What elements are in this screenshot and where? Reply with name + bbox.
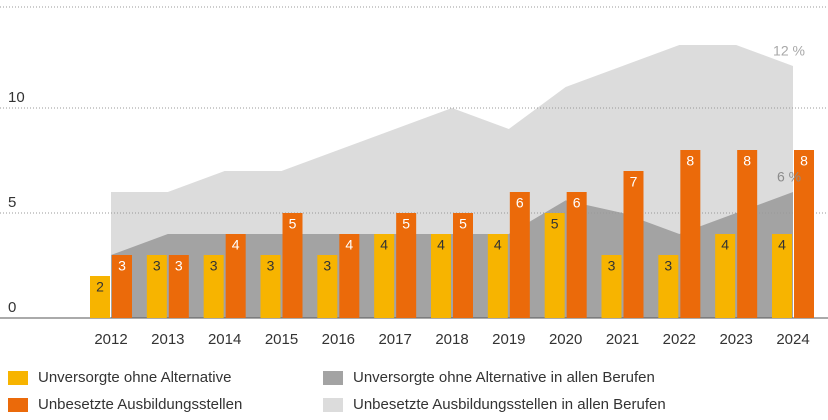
x-tick-label: 2014 bbox=[208, 331, 241, 348]
bar-value-label: 8 bbox=[686, 153, 694, 169]
legend-swatch bbox=[323, 371, 343, 385]
bar-value-label: 6 bbox=[573, 195, 581, 211]
bar bbox=[658, 255, 679, 318]
bar-value-label: 6 bbox=[516, 195, 524, 211]
x-tick-label: 2016 bbox=[322, 331, 355, 348]
bar bbox=[794, 150, 814, 318]
bar bbox=[317, 255, 338, 318]
x-tick-label: 2021 bbox=[606, 331, 639, 348]
bar bbox=[282, 213, 303, 318]
bar bbox=[566, 192, 587, 318]
legend-label: Unversorgte ohne Alternative bbox=[38, 369, 231, 386]
bar-value-label: 3 bbox=[608, 258, 616, 274]
bar-value-label: 4 bbox=[232, 237, 240, 253]
area bbox=[111, 192, 793, 318]
bar-value-label: 3 bbox=[175, 258, 183, 274]
bar bbox=[339, 234, 360, 318]
x-tick-label: 2020 bbox=[549, 331, 582, 348]
x-tick-label: 2012 bbox=[94, 331, 127, 348]
bar-value-label: 7 bbox=[630, 174, 638, 190]
x-tick-label: 2023 bbox=[719, 331, 752, 348]
legend-label: Unbesetzte Ausbildungsstellen in allen B… bbox=[353, 396, 666, 413]
bar-value-label: 8 bbox=[743, 153, 751, 169]
bar-value-label: 4 bbox=[494, 237, 502, 253]
bar-value-label: 3 bbox=[118, 258, 126, 274]
legend-swatch bbox=[8, 371, 28, 385]
bar-value-label: 5 bbox=[459, 216, 467, 232]
bar-value-label: 2 bbox=[96, 279, 104, 295]
y-tick-label: 10 bbox=[8, 89, 25, 106]
bar-value-label: 4 bbox=[345, 237, 353, 253]
bar bbox=[680, 150, 701, 318]
bars bbox=[90, 150, 814, 318]
bar bbox=[772, 234, 792, 318]
y-tick-label: 5 bbox=[8, 194, 16, 211]
bar bbox=[431, 234, 451, 318]
bar-value-label: 5 bbox=[402, 216, 410, 232]
areas bbox=[111, 45, 793, 318]
bar-value-label: 4 bbox=[437, 237, 445, 253]
legend-swatch bbox=[323, 398, 343, 412]
bar bbox=[396, 213, 417, 318]
legend-swatch bbox=[8, 398, 28, 412]
bar bbox=[601, 255, 622, 318]
legend-label: Unversorgte ohne Alternative in allen Be… bbox=[353, 369, 655, 386]
x-tick-label: 2022 bbox=[663, 331, 696, 348]
bar bbox=[112, 255, 132, 318]
bar bbox=[203, 255, 224, 318]
bar-value-label: 4 bbox=[778, 237, 786, 253]
y-tick-label: 0 bbox=[8, 299, 16, 316]
bar-value-label: 4 bbox=[380, 237, 388, 253]
bar bbox=[168, 255, 189, 318]
bar bbox=[509, 192, 530, 318]
bar-value-label: 8 bbox=[800, 153, 808, 169]
bar bbox=[225, 234, 246, 318]
bar bbox=[453, 213, 473, 318]
bar bbox=[90, 276, 110, 318]
bar-value-label: 3 bbox=[210, 258, 218, 274]
bar-value-label: 5 bbox=[289, 216, 297, 232]
bar bbox=[623, 171, 644, 318]
area-value-label: 6 % bbox=[777, 169, 801, 185]
area-value-label: 12 % bbox=[773, 43, 805, 59]
x-tick-label: 2013 bbox=[151, 331, 184, 348]
legend-label: Unbesetzte Ausbildungsstellen bbox=[38, 396, 242, 413]
bar-value-label: 4 bbox=[721, 237, 729, 253]
bar bbox=[737, 150, 758, 318]
bar bbox=[487, 234, 508, 318]
x-tick-label: 2015 bbox=[265, 331, 298, 348]
bar bbox=[374, 234, 395, 318]
x-tick-label: 2024 bbox=[776, 331, 809, 348]
x-tick-label: 2018 bbox=[435, 331, 468, 348]
bar bbox=[715, 234, 736, 318]
x-tick-label: 2017 bbox=[378, 331, 411, 348]
bar bbox=[260, 255, 281, 318]
bar-value-label: 3 bbox=[153, 258, 161, 274]
bar-value-label: 3 bbox=[323, 258, 331, 274]
bar-value-label: 3 bbox=[267, 258, 275, 274]
bar-value-label: 5 bbox=[551, 216, 559, 232]
x-tick-label: 2019 bbox=[492, 331, 525, 348]
bar bbox=[544, 213, 565, 318]
bar-value-label: 3 bbox=[664, 258, 672, 274]
bar bbox=[146, 255, 167, 318]
